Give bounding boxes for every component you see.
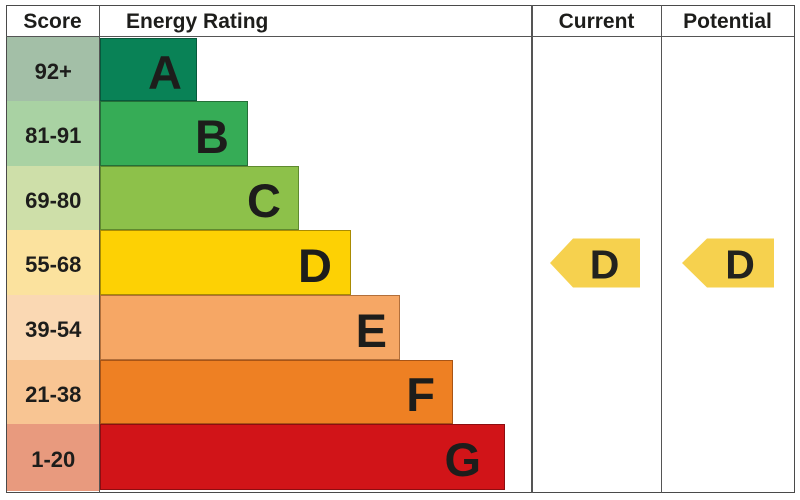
svg-text:D: D (725, 242, 755, 288)
svg-text:D: D (590, 242, 620, 288)
